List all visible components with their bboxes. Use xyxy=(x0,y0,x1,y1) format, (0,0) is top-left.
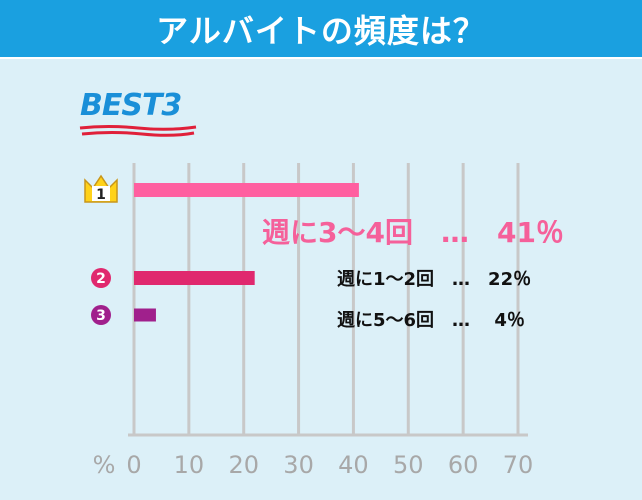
x-tick-label-40: 40 xyxy=(338,451,369,479)
x-tick-label-70: 70 xyxy=(503,451,534,479)
x-axis-unit: % xyxy=(93,451,116,479)
best3-badge: BEST3 xyxy=(80,88,182,123)
rank-badge-2 xyxy=(91,268,111,288)
x-tick-label-30: 30 xyxy=(283,451,314,479)
x-tick-label-60: 60 xyxy=(448,451,479,479)
best3-underline xyxy=(79,125,197,137)
bar-rank-2 xyxy=(134,271,255,285)
x-tick-label-0: 0 xyxy=(126,451,141,479)
rank-number-2: 2 xyxy=(96,271,106,287)
x-tick-label-50: 50 xyxy=(393,451,424,479)
rank-badge-3 xyxy=(91,305,111,325)
x-tick-label-20: 20 xyxy=(228,451,259,479)
x-tick-label-10: 10 xyxy=(174,451,205,479)
rank-2-label: 週に1～2回 … 22％ xyxy=(337,269,532,290)
rank-1-label: 週に3～4回 … 41％ xyxy=(262,216,564,249)
crown-face xyxy=(92,186,110,201)
bar-rank-3 xyxy=(134,308,156,322)
rank-3-label: 週に5～6回 … 4％ xyxy=(337,310,525,331)
rank-number-3: 3 xyxy=(96,308,106,324)
bar-rank-1 xyxy=(134,183,359,197)
rank-number-1: 1 xyxy=(96,187,106,203)
page-title: アルバイトの頻度は？ xyxy=(156,11,486,50)
header-banner: アルバイトの頻度は？ xyxy=(0,0,642,59)
